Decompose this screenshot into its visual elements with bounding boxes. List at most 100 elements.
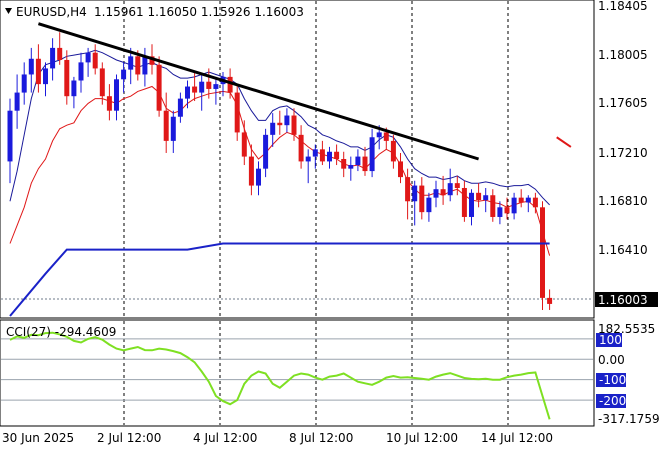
candle-body: [7, 110, 13, 162]
candle-body: [64, 59, 70, 97]
candle-body: [106, 96, 112, 111]
candle-body: [511, 197, 517, 214]
cci-tick: -317.1759: [598, 412, 660, 426]
candle-body: [412, 185, 418, 202]
time-label: 8 Jul 12:00: [289, 431, 353, 445]
candle-body: [14, 92, 20, 111]
candle-body: [483, 195, 489, 201]
candle-body: [170, 116, 176, 141]
current-price-label: 1.16003: [598, 293, 648, 307]
candle-body: [525, 197, 531, 203]
candle-body: [213, 84, 219, 89]
cci-level-badge: [596, 333, 622, 347]
candle-body: [28, 58, 34, 75]
red-marker: [556, 136, 572, 148]
cci-tick: 0.00: [598, 353, 625, 367]
candle-body: [532, 197, 538, 208]
candle-body: [92, 52, 98, 69]
candle-body: [227, 76, 233, 93]
lines-layer: [9, 22, 572, 317]
candle-body: [192, 86, 198, 93]
cci-tick: -100: [599, 373, 626, 387]
symbol-timeframe: EURUSD,H4: [16, 5, 87, 19]
candle-body: [476, 192, 482, 201]
candle-body: [398, 161, 403, 178]
candle-body: [71, 80, 77, 97]
candle-body: [206, 81, 212, 89]
candle-body: [256, 168, 261, 186]
collapse-triangle-icon[interactable]: [5, 8, 12, 14]
candle-body: [540, 207, 545, 298]
time-axis: 30 Jun 2025 2 Jul 12:00 4 Jul 12:00 8 Ju…: [2, 431, 553, 445]
cci-label: CCI(27) -294.4609: [6, 325, 116, 339]
time-label: 2 Jul 12:00: [97, 431, 161, 445]
candle-body: [241, 132, 247, 157]
candle-body: [305, 156, 311, 162]
bands-layer: [9, 49, 551, 256]
candle-body: [419, 185, 425, 213]
candle-body: [156, 64, 162, 111]
cci-layer: [9, 331, 551, 420]
candle-body: [99, 68, 105, 97]
candle-body: [469, 192, 474, 217]
candle-body: [149, 56, 155, 65]
candle-body: [43, 68, 48, 85]
candle-body: [85, 52, 91, 63]
cci-tick: -200: [599, 394, 626, 408]
cci-level-badge: [596, 373, 626, 387]
candle-body: [135, 56, 141, 75]
price-tick: 1.17210: [598, 146, 648, 160]
time-label: 4 Jul 12:00: [193, 431, 257, 445]
cci-line: [9, 331, 551, 420]
vertical-grid: [1, 1, 593, 425]
cci-level-badge: [596, 394, 626, 408]
cci-tick: 182.5535: [598, 322, 655, 336]
indicator-axis: 182.5535 100 0.00 -100 -200 -317.1759: [596, 322, 660, 426]
candle-body: [405, 177, 411, 202]
candle-body: [327, 151, 332, 162]
price-tick: 1.16410: [598, 243, 648, 257]
candle-body: [319, 149, 325, 162]
candle-body: [383, 132, 389, 141]
candle-body: [433, 189, 439, 198]
price-tick: 1.18005: [598, 48, 648, 62]
candle-body: [121, 69, 127, 80]
resistance-trendline: [37, 22, 480, 161]
candles-layer: [7, 32, 553, 310]
candle-body: [35, 58, 41, 85]
candle-body: [114, 79, 119, 111]
price-tick: 1.16810: [598, 194, 648, 208]
price-tick: 1.18405: [598, 0, 648, 13]
candle-body: [390, 140, 396, 162]
candle-body: [376, 132, 382, 138]
candle-body: [497, 207, 503, 217]
upper-band-line: [9, 49, 550, 206]
candle-body: [128, 56, 134, 70]
candle-body: [263, 134, 269, 169]
price-tick: 1.17605: [598, 96, 648, 110]
candle-body: [334, 151, 340, 159]
lower-band-line: [9, 85, 551, 256]
candle-body: [355, 156, 361, 166]
candle-body: [369, 137, 375, 172]
candle-body: [298, 134, 304, 162]
candle-body: [312, 149, 318, 157]
candle-body: [248, 156, 254, 186]
candle-body: [440, 189, 446, 196]
candle-body: [78, 62, 84, 81]
candle-body: [270, 122, 276, 135]
time-label: 14 Jul 12:00: [481, 431, 553, 445]
candle-body: [57, 47, 63, 60]
candle-body: [142, 56, 148, 75]
main-plot-frame: [0, 0, 595, 319]
candle-body: [518, 197, 524, 203]
current-price-badge: [595, 292, 658, 307]
candle-body: [234, 92, 240, 133]
candle-body: [50, 47, 56, 69]
candle-body: [504, 207, 510, 214]
candle-body: [284, 115, 290, 126]
candle-body: [341, 159, 347, 169]
candle-body: [490, 195, 496, 217]
